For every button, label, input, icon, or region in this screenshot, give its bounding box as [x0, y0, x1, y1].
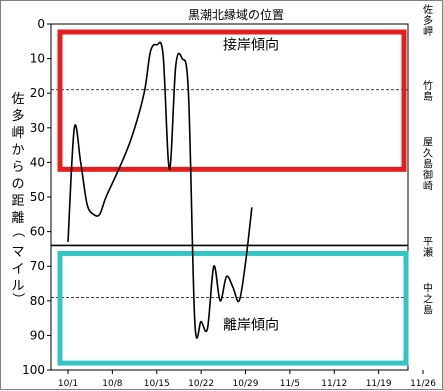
- y-axis-label-char-2: 岬: [11, 126, 24, 141]
- x-tick-label-2: 10/15: [144, 379, 170, 389]
- right-label-0-char-0: 佐: [423, 4, 433, 16]
- x-tick-label-6: 11/12: [321, 379, 347, 389]
- right-label-1-char-1: 島: [423, 90, 433, 103]
- x-tick-label-0: 10/1: [58, 379, 78, 389]
- right-label-2-char-4: 崎: [423, 179, 433, 192]
- right-label-2-char-0: 屋: [423, 136, 433, 148]
- y-tick-label-1: 10: [30, 52, 45, 66]
- y-axis-label-char-6: 距: [11, 194, 24, 209]
- y-axis-label-char-8: （: [10, 224, 25, 237]
- chart-title: 黒潮北縁域の位置: [188, 7, 284, 22]
- y-tick-label-5: 50: [30, 190, 45, 204]
- right-label-4-char-1: 之: [423, 292, 433, 305]
- right-label-2-char-1: 久: [423, 147, 433, 159]
- x-tick-label-7: 11/19: [366, 379, 392, 389]
- data-series-line: [67, 41, 253, 340]
- right-label-2-char-2: 島: [423, 157, 433, 170]
- zone-box-0: [57, 29, 407, 172]
- zone-label-1: 離岸傾向: [223, 317, 279, 334]
- zone-label-0: 接岸傾向: [223, 36, 279, 53]
- right-label-1-char-0: 竹: [423, 79, 433, 92]
- right-label-4: 中之島: [423, 281, 433, 316]
- y-tick-label-8: 80: [30, 294, 45, 308]
- right-label-0-char-2: 岬: [423, 26, 433, 38]
- y-axis-label-char-11: ル: [11, 279, 24, 294]
- y-tick-label-10: 100: [22, 363, 45, 377]
- right-label-3-char-0: 平: [423, 237, 433, 248]
- right-label-4-char-0: 中: [423, 281, 433, 294]
- y-tick-label-9: 90: [30, 328, 45, 342]
- y-axis-label-char-12: ）: [10, 292, 25, 305]
- y-axis-label-char-4: ら: [11, 160, 24, 175]
- y-tick-label-0: 0: [37, 17, 45, 31]
- x-tick-label-1: 10/8: [102, 379, 122, 389]
- x-tick-label-4: 10/29: [233, 379, 259, 389]
- y-tick-label-7: 70: [30, 259, 45, 273]
- y-tick-label-3: 30: [30, 121, 45, 135]
- right-label-0-char-1: 多: [423, 14, 433, 27]
- right-label-1: 竹島: [423, 79, 433, 103]
- x-tick-label-5: 11/5: [280, 379, 300, 389]
- right-label-4-char-2: 島: [423, 303, 433, 316]
- x-tick-label-3: 10/22: [188, 379, 214, 389]
- right-label-3-char-1: 瀬: [423, 247, 433, 259]
- y-axis-label-char-3: か: [11, 143, 24, 158]
- y-axis-label-char-10: イ: [11, 262, 24, 277]
- y-tick-label-6: 60: [30, 225, 45, 239]
- zone-box-1: [57, 250, 409, 366]
- y-axis-label-char-7: 離: [11, 211, 24, 226]
- y-tick-label-4: 40: [30, 155, 45, 169]
- x-tick-label-8: 11/26: [410, 379, 436, 389]
- right-label-3: 平瀬: [423, 237, 433, 259]
- y-axis-label-char-9: マ: [11, 245, 24, 260]
- right-label-0: 佐多岬: [423, 4, 433, 38]
- y-axis-label-char-1: 多: [11, 108, 24, 124]
- y-tick-label-2: 20: [30, 86, 45, 100]
- right-label-2-char-3: 御: [423, 168, 433, 181]
- y-axis-label-char-0: 佐: [11, 92, 24, 107]
- y-axis-label-char-5: の: [11, 177, 24, 192]
